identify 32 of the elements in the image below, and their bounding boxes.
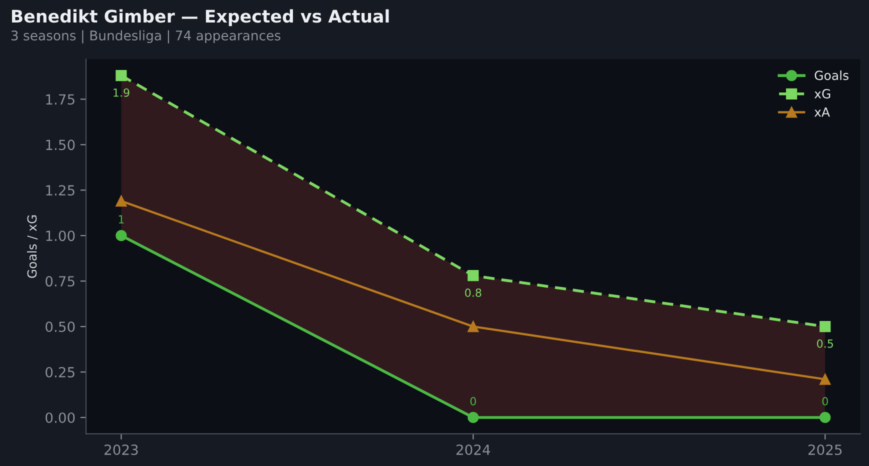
x-tick-label: 2023 (104, 444, 138, 456)
y-tick-label: 1.25 (46, 185, 74, 196)
y-tick-label: 0.00 (46, 412, 75, 423)
chart-subtitle: 3 seasons | Bundesliga | 74 appearances (11, 30, 280, 44)
y-tick-label: 0.25 (46, 366, 74, 378)
point (116, 70, 127, 82)
x-tick-label: 2025 (808, 444, 842, 456)
data-label: 1.9 (114, 88, 130, 97)
point (468, 320, 479, 332)
legend-label: xA (814, 108, 830, 117)
data-label: 0.8 (465, 288, 482, 297)
point (820, 412, 831, 424)
legend-label: xG (814, 89, 830, 98)
y-tick-label: 0.75 (46, 276, 74, 287)
point (820, 320, 831, 332)
data-label: 0.5 (817, 339, 833, 348)
data-label: 0 (470, 397, 476, 406)
data-label: 0 (822, 397, 828, 406)
y-tick-label: 1.00 (46, 230, 75, 242)
data-label: 1 (118, 215, 124, 224)
y-axis-title: Goals / xG (27, 215, 38, 278)
y-tick-label: 1.50 (46, 140, 75, 150)
legend-label: Goals (814, 70, 848, 80)
y-tick-label: 1.75 (46, 94, 74, 105)
x-tick-label: 2024 (456, 444, 490, 456)
chart-title: Benedikt Gimber — Expected vs Actual (12, 9, 389, 26)
point (116, 230, 127, 242)
point (116, 195, 127, 207)
point (468, 412, 479, 424)
y-tick-label: 0.50 (46, 322, 75, 332)
point (468, 270, 479, 282)
point (820, 374, 831, 385)
